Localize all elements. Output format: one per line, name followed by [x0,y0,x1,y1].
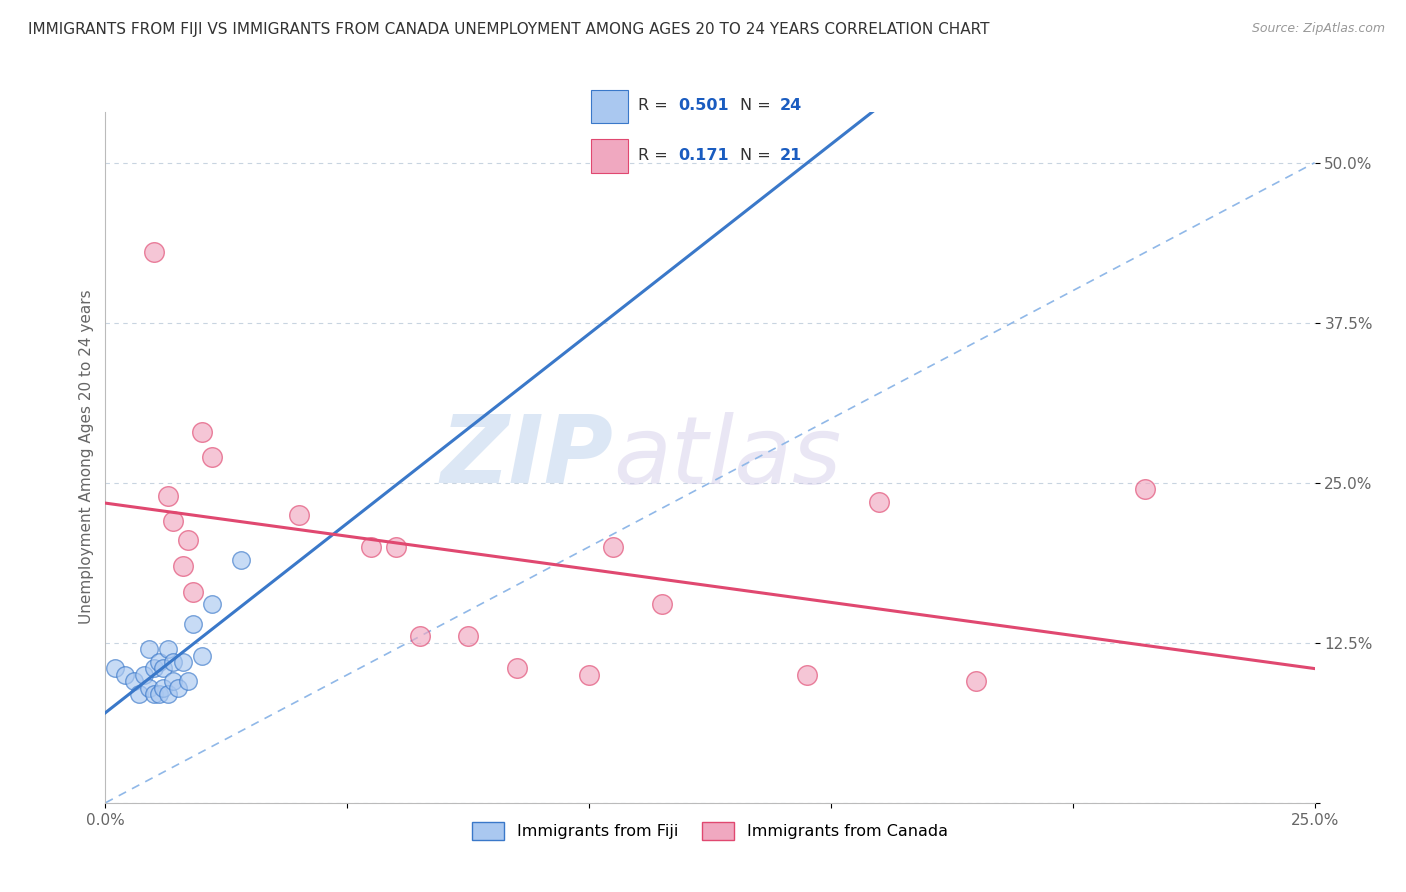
Legend: Immigrants from Fiji, Immigrants from Canada: Immigrants from Fiji, Immigrants from Ca… [465,815,955,847]
FancyBboxPatch shape [592,89,627,123]
Point [157,489,180,503]
Text: 0.171: 0.171 [679,148,730,162]
Point [360,540,382,554]
Point [288,508,311,522]
Point [201,598,224,612]
Point [868,495,890,509]
Point [201,450,224,464]
Point [152,681,174,695]
Point [128,687,150,701]
Point [157,687,180,701]
Point [167,681,190,695]
Point [142,661,165,675]
Point [191,425,214,439]
Point [172,558,194,573]
Text: ZIP: ZIP [440,411,613,503]
Text: atlas: atlas [613,411,842,503]
Y-axis label: Unemployment Among Ages 20 to 24 years: Unemployment Among Ages 20 to 24 years [79,290,94,624]
Point [602,540,624,554]
Point [148,687,170,701]
Point [142,687,165,701]
Text: Source: ZipAtlas.com: Source: ZipAtlas.com [1251,22,1385,36]
Point [172,655,194,669]
Point [1135,482,1157,496]
Point [384,540,406,554]
Text: 24: 24 [780,98,803,113]
Text: N =: N = [740,148,776,162]
Point [176,674,198,689]
Point [142,245,165,260]
Text: 21: 21 [780,148,803,162]
Point [138,681,160,695]
Point [578,667,600,681]
Point [162,674,184,689]
Point [114,667,136,681]
Text: 0.501: 0.501 [679,98,730,113]
Point [796,667,818,681]
Text: R =: R = [638,148,673,162]
Point [157,642,180,657]
Point [138,642,160,657]
Text: R =: R = [638,98,673,113]
FancyBboxPatch shape [592,139,627,173]
Point [124,674,146,689]
Text: N =: N = [740,98,776,113]
Point [134,667,156,681]
Point [181,616,204,631]
Point [651,598,673,612]
Point [505,661,527,675]
Point [191,648,214,663]
Text: IMMIGRANTS FROM FIJI VS IMMIGRANTS FROM CANADA UNEMPLOYMENT AMONG AGES 20 TO 24 : IMMIGRANTS FROM FIJI VS IMMIGRANTS FROM … [28,22,990,37]
Point [152,661,174,675]
Point [181,584,204,599]
Point [409,629,432,643]
Point [176,533,198,548]
Point [162,514,184,528]
Point [162,655,184,669]
Point [104,661,127,675]
Point [457,629,479,643]
Point [965,674,987,689]
Point [148,655,170,669]
Point [229,552,252,566]
